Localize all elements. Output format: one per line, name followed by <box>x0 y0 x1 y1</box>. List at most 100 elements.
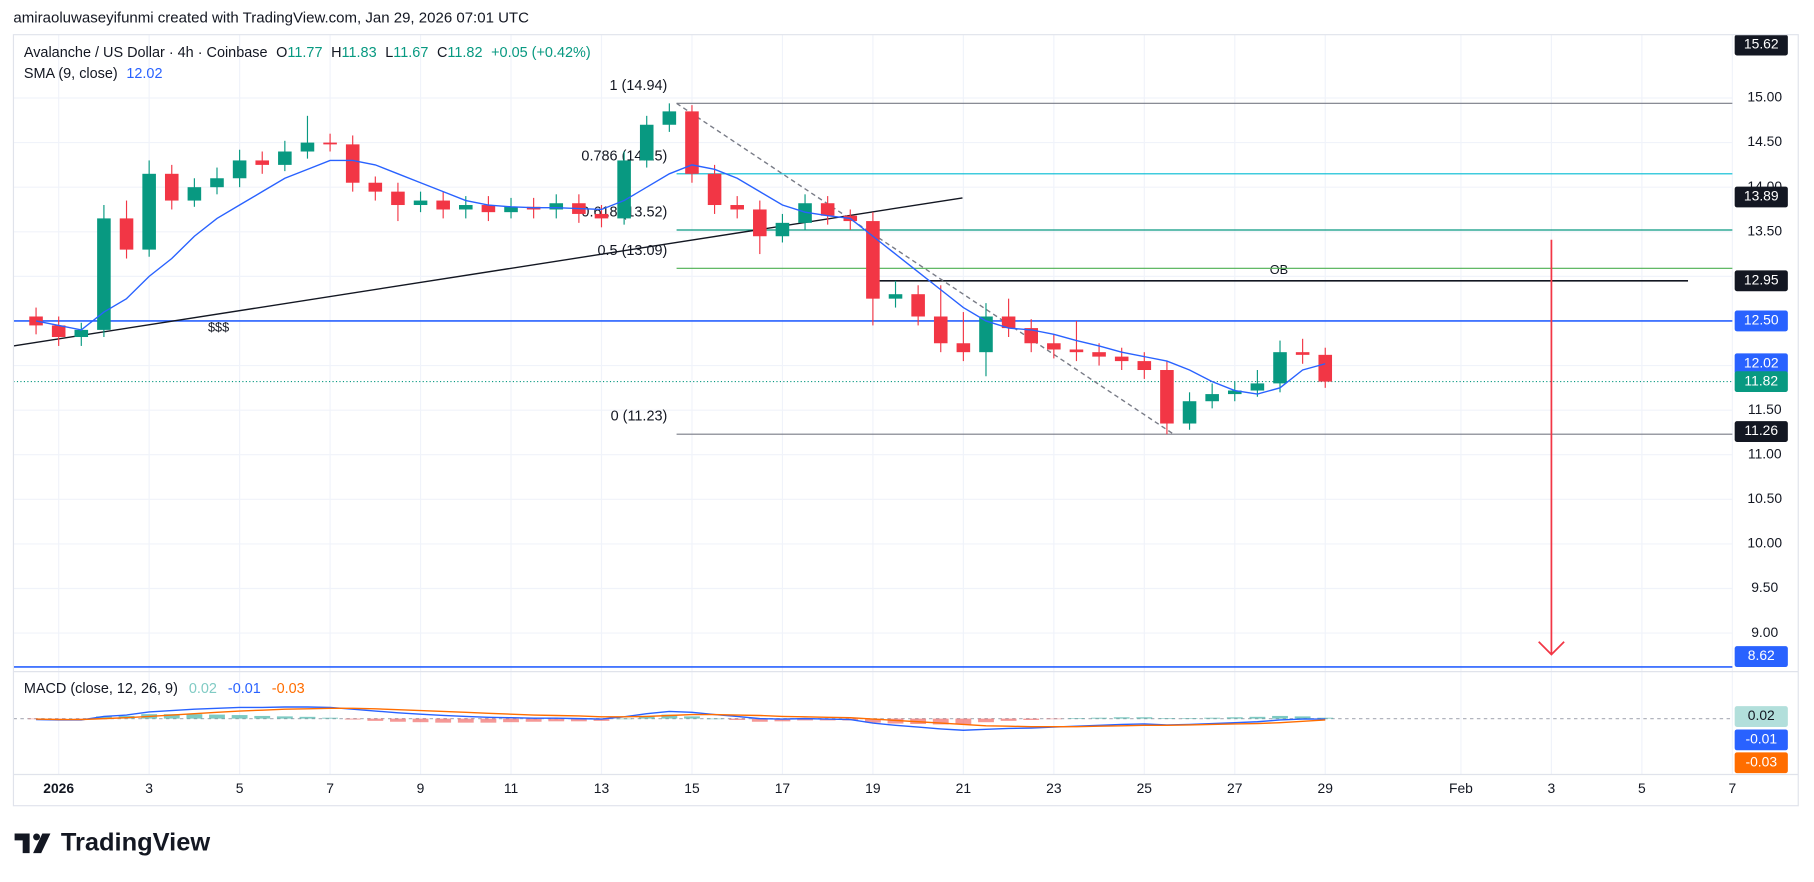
candle-body <box>323 142 337 145</box>
price-label-text: 8.62 <box>1748 647 1775 663</box>
ohlc-value: 11.67 <box>393 45 428 61</box>
price-label: 12.50 <box>1734 310 1788 332</box>
macd-histogram-bar <box>1317 717 1334 719</box>
y-tick-label: 13.50 <box>1747 222 1782 238</box>
candle-body <box>1024 328 1039 344</box>
macd-value-label: -0.01 <box>1734 729 1788 751</box>
legend-line: Avalanche / US Dollar · 4h · Coinbase O1… <box>24 45 591 61</box>
sma-line <box>35 159 1326 395</box>
candle-body <box>911 294 925 317</box>
logo <box>14 833 51 854</box>
price-label-box <box>1734 34 1788 56</box>
macd-histogram-bar <box>638 715 655 719</box>
logo-icon <box>14 833 51 854</box>
macd-histogram-bar <box>1045 718 1062 720</box>
candle-body <box>866 221 880 299</box>
x-tick-label: 29 <box>1318 780 1334 796</box>
macd-value-label-text: 0.02 <box>1748 707 1775 723</box>
macd-histogram-bar <box>661 714 678 719</box>
arrow-head <box>1538 641 1565 656</box>
candle-body <box>481 205 496 213</box>
macd-histogram-bar <box>1204 717 1221 719</box>
ohlc-label: C <box>437 45 447 61</box>
macd-histogram-bar <box>480 718 497 723</box>
macd-histogram-bar <box>729 718 746 720</box>
x-tick-label: 25 <box>1137 780 1153 796</box>
x-tick-label: 11 <box>504 780 519 796</box>
symbol: Avalanche / US Dollar · 4h · Coinbase <box>24 45 268 61</box>
macd-histogram-bar <box>1272 715 1288 719</box>
macd-line <box>36 707 1326 728</box>
candle-body <box>459 205 473 210</box>
candle-body <box>368 182 383 192</box>
macd-value-label-box <box>1734 706 1788 727</box>
macd-value-label-box <box>1734 752 1788 774</box>
legend-entry: SMA (9, close) <box>24 66 118 82</box>
candle-body <box>436 200 450 210</box>
ohlc-label: H <box>331 45 341 61</box>
candle-body <box>1069 349 1084 353</box>
candle-body <box>775 222 790 237</box>
price-label-text: 11.26 <box>1744 422 1778 438</box>
legend-value: 12.02 <box>126 66 162 82</box>
candle-body <box>1047 343 1061 350</box>
candle-body <box>820 203 835 216</box>
price-label-text: 13.89 <box>1744 188 1779 204</box>
x-tick-label: 17 <box>775 780 791 796</box>
macd-histogram-bar <box>797 718 813 721</box>
macd-histogram-bar <box>322 717 338 719</box>
candle-body <box>1227 390 1242 395</box>
price-label: 12.02 <box>1734 353 1788 375</box>
macd-histogram-bar <box>1091 717 1107 719</box>
price-label-box <box>1734 353 1788 375</box>
x-tick-label: 15 <box>684 780 700 796</box>
candle-body <box>1160 370 1174 424</box>
candle-body <box>391 191 405 206</box>
macd-histogram-bar <box>457 718 474 723</box>
price-label: 11.26 <box>1734 421 1788 442</box>
y-tick-label: 9.50 <box>1751 579 1778 595</box>
candle-body <box>1295 352 1310 355</box>
macd-line <box>36 706 1326 731</box>
macd-histogram-bar <box>299 716 316 719</box>
macd-histogram-bar <box>1000 718 1017 721</box>
candle-body <box>1001 316 1016 329</box>
price-label-text: 12.95 <box>1744 271 1779 287</box>
x-tick-label: Feb <box>1449 780 1473 796</box>
chart-frame <box>12 34 1799 807</box>
fib-label: 0 (11.23) <box>611 409 668 425</box>
line-label: OB <box>1270 262 1288 277</box>
y-tick-label: 9.00 <box>1751 624 1778 640</box>
x-tick-label: 3 <box>1548 780 1556 796</box>
x-tick-label: 21 <box>956 780 972 796</box>
candle-body <box>345 144 360 183</box>
macd-histogram-bar <box>955 718 972 725</box>
candle-body <box>74 329 89 338</box>
x-tick-label: 5 <box>1638 780 1646 796</box>
candle-body <box>164 173 179 201</box>
macd-histogram-bar <box>978 718 994 723</box>
plot: 2026 3 5 7 9 11 13 15 17 19 21 23 25 27 29 Feb 3 5 7 15.00 1… <box>13 34 1788 796</box>
candle-body <box>1273 352 1287 384</box>
macd-histogram-bar <box>1068 718 1085 719</box>
price-label-text: 12.02 <box>1744 354 1779 370</box>
candle-body <box>1318 354 1333 382</box>
header: amiraoluwaseyifunmi created with Trading… <box>13 9 529 26</box>
legend-value: 0.02 <box>189 681 217 697</box>
x-tick-label: 9 <box>417 780 425 796</box>
macd-histogram-bar <box>1159 718 1175 719</box>
fib-trend-line <box>676 102 1175 435</box>
macd-value-label-text: -0.01 <box>1745 731 1777 747</box>
macd-histogram-bar <box>1023 718 1040 720</box>
candle-body <box>278 151 292 165</box>
macd-histogram-bar <box>774 718 791 722</box>
candle-body <box>617 160 631 219</box>
macd-histogram-bar <box>525 718 542 722</box>
candle-body <box>119 218 134 250</box>
y-tick-label: 11.50 <box>1748 401 1782 417</box>
macd-histogram-bar <box>706 718 723 720</box>
x-tick-label: 13 <box>594 780 610 796</box>
candle-body <box>504 206 518 213</box>
macd-value-label: -0.03 <box>1734 752 1788 774</box>
